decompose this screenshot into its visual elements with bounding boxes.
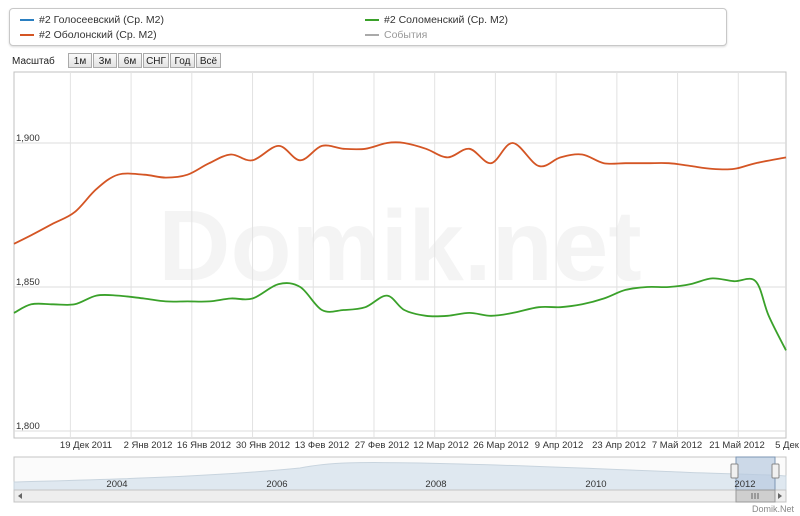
legend-swatch-icon xyxy=(365,34,379,36)
legend-label: События xyxy=(384,29,428,41)
legend-label: #2 Голосеевский (Ср. М2) xyxy=(39,14,164,26)
zoom-button-all[interactable]: Всё xyxy=(196,53,221,68)
legend-item-goloseevsky[interactable]: #2 Голосеевский (Ср. М2) xyxy=(20,14,164,26)
legend-swatch-icon xyxy=(365,19,379,21)
scrollbar-right-arrow-icon[interactable] xyxy=(778,493,782,499)
navigator: 2004 2006 2008 2010 2012 xyxy=(13,456,787,503)
navigator-year-label: 2006 xyxy=(266,479,287,490)
navigator-area xyxy=(13,462,787,491)
legend-item-events[interactable]: События xyxy=(365,29,427,41)
legend-item-solomensky[interactable]: #2 Соломенский (Ср. М2) xyxy=(365,14,508,26)
x-tick-label: 30 Янв 2012 xyxy=(236,440,290,451)
y-tick-label: 1,800 xyxy=(16,421,40,432)
x-tick-label: 5 Дек xyxy=(775,440,800,451)
x-tick-label: 16 Янв 2012 xyxy=(177,440,231,451)
x-tick-label: 13 Фев 2012 xyxy=(295,440,350,451)
x-tick-label: 7 Май 2012 xyxy=(652,440,702,451)
legend-label: #2 Оболонский (Ср. М2) xyxy=(39,29,157,41)
navigator-year-label: 2012 xyxy=(734,479,755,490)
y-tick-label: 1,850 xyxy=(16,277,40,288)
chart-legend: #2 Голосеевский (Ср. М2) #2 Соломенский … xyxy=(9,8,727,46)
zoom-button-6m[interactable]: 6м xyxy=(118,53,142,68)
legend-swatch-icon xyxy=(20,19,34,21)
navigator-handle-right[interactable] xyxy=(771,463,780,479)
plot-area xyxy=(13,71,787,439)
x-tick-label: 2 Янв 2012 xyxy=(124,440,173,451)
navigator-handle-left[interactable] xyxy=(730,463,739,479)
navigator-year-label: 2008 xyxy=(425,479,446,490)
x-tick-label: 21 Май 2012 xyxy=(709,440,765,451)
x-tick-label: 12 Мар 2012 xyxy=(413,440,469,451)
scrollbar-left-arrow-icon[interactable] xyxy=(18,493,22,499)
y-tick-label: 1,900 xyxy=(16,133,40,144)
x-tick-label: 9 Апр 2012 xyxy=(535,440,583,451)
legend-item-obolonsky[interactable]: #2 Оболонский (Ср. М2) xyxy=(20,29,157,41)
zoom-button-year[interactable]: Год xyxy=(170,53,195,68)
legend-swatch-icon xyxy=(20,34,34,36)
zoom-label: Масштаб xyxy=(12,56,55,67)
zoom-button-3m[interactable]: 3м xyxy=(93,53,117,68)
x-tick-label: 23 Апр 2012 xyxy=(592,440,646,451)
x-tick-label: 27 Фев 2012 xyxy=(355,440,410,451)
navigator-scrollbar-track xyxy=(13,489,787,503)
zoom-button-1m[interactable]: 1м xyxy=(68,53,92,68)
series-line-obolonsky xyxy=(13,141,787,245)
navigator-year-label: 2010 xyxy=(585,479,606,490)
x-tick-label: 26 Мар 2012 xyxy=(473,440,529,451)
zoom-button-ytd[interactable]: СНГ xyxy=(143,53,169,68)
x-tick-label: 19 Дек 2011 xyxy=(60,440,112,451)
series-line-solomensky xyxy=(13,277,787,351)
footer-credit: Domik.Net xyxy=(751,504,794,514)
navigator-year-label: 2004 xyxy=(106,479,127,490)
watermark-text: Domik.net xyxy=(158,190,641,302)
legend-label: #2 Соломенский (Ср. М2) xyxy=(384,14,509,26)
